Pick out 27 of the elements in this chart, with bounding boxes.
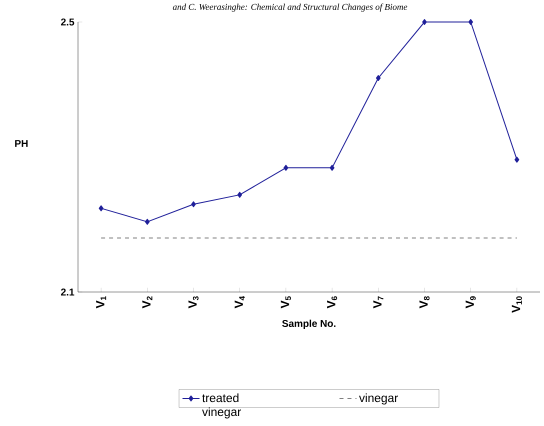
- point: [330, 164, 334, 171]
- legend-label: vinegar: [359, 393, 398, 405]
- point: [191, 201, 196, 208]
- x-axis-title: Sample No.: [282, 320, 336, 329]
- x-tick-label: V$_{7}$: [373, 296, 384, 308]
- x-tick-label: V$_{8}$: [419, 296, 430, 308]
- x-tick-label: V$_{3}$: [188, 296, 199, 308]
- point: [98, 205, 104, 212]
- legend-label: treated vinegar: [202, 393, 242, 418]
- x-tick-label: V$_{1}$: [96, 296, 106, 308]
- y-tick-label: 2.1: [60, 288, 74, 296]
- point: [284, 164, 288, 171]
- x-tick-label: V$_{10}$: [512, 296, 522, 313]
- text: and C. Weerasinghe: Chemical and Structural Changes of Biome: [172, 4, 408, 12]
- y-tick-label: 2.5: [60, 18, 74, 26]
- y-axis-title: PH: [15, 140, 28, 147]
- point: [422, 19, 427, 25]
- point: [514, 156, 520, 163]
- point: [376, 75, 381, 82]
- x-tick-label: V$_{4}$: [234, 296, 245, 308]
- point: [468, 19, 474, 25]
- point: [237, 192, 242, 198]
- x-tick-label: V$_{9}$: [466, 296, 476, 308]
- x-tick-label: V$_{6}$: [327, 296, 338, 308]
- point: [144, 218, 150, 225]
- x-tick-label: V$_{2}$: [142, 296, 152, 308]
- x-tick-label: V$_{5}$: [280, 296, 291, 308]
